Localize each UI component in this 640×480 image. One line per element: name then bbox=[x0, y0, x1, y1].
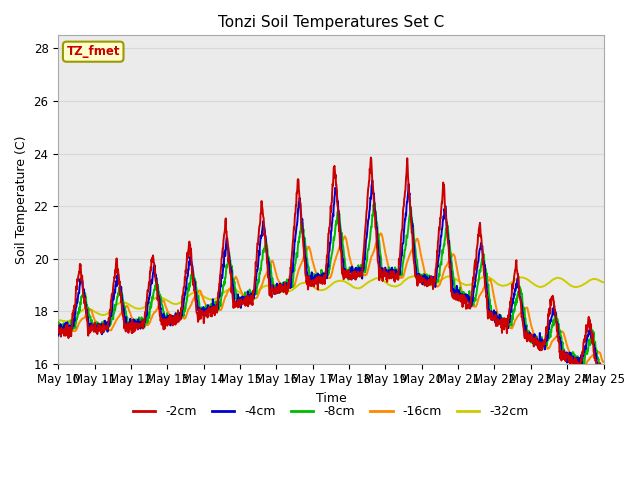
Legend: -2cm, -4cm, -8cm, -16cm, -32cm: -2cm, -4cm, -8cm, -16cm, -32cm bbox=[128, 400, 534, 423]
Y-axis label: Soil Temperature (C): Soil Temperature (C) bbox=[15, 135, 28, 264]
Text: TZ_fmet: TZ_fmet bbox=[67, 45, 120, 58]
X-axis label: Time: Time bbox=[316, 392, 346, 405]
Title: Tonzi Soil Temperatures Set C: Tonzi Soil Temperatures Set C bbox=[218, 15, 444, 30]
